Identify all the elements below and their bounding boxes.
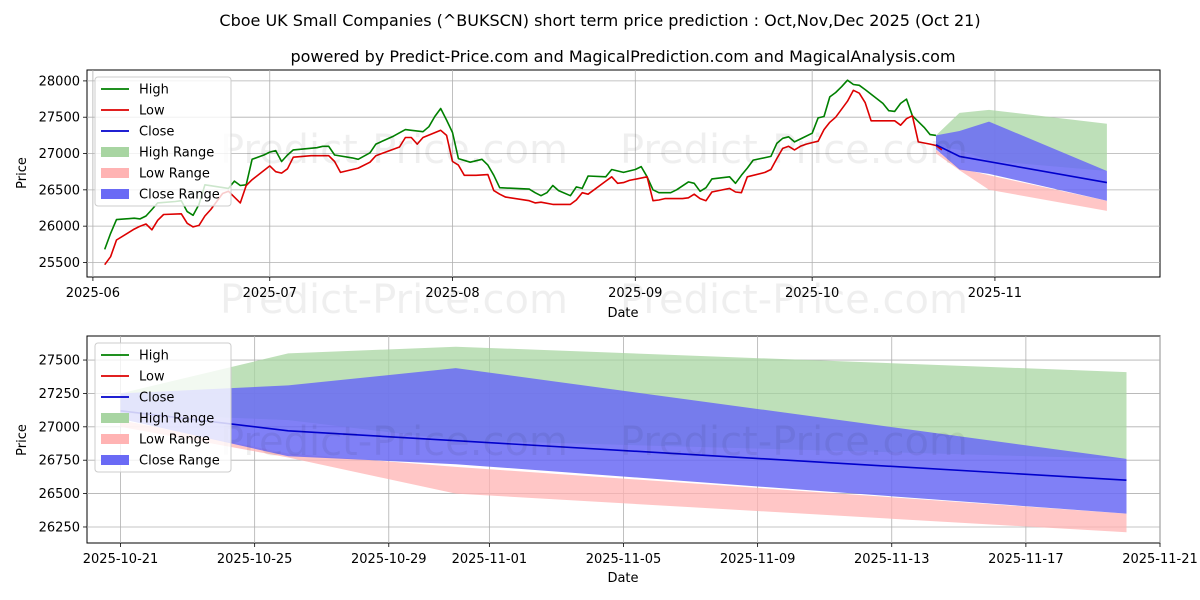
watermark-top-1: Predict-Price.com <box>220 127 568 173</box>
watermark-bottom-2: Predict-Price.com <box>620 419 968 465</box>
low-series-line <box>104 89 943 266</box>
x-tick-label: 2025-10 <box>785 286 839 301</box>
x-tick-label: 2025-09 <box>608 286 662 301</box>
legend-label-high-range: High Range <box>139 146 214 161</box>
x-tick-label: 2025-07 <box>243 286 297 301</box>
legend-swatch-close-range <box>101 189 129 199</box>
y-axis-label-bottom: Price <box>15 424 30 456</box>
y-tick-label: 27500 <box>39 111 80 126</box>
y-tick-label: 26500 <box>39 487 80 502</box>
y-tick-label: 26500 <box>39 183 80 198</box>
legend-swatch-high-range <box>101 147 129 157</box>
legend-label-low: Low <box>139 370 165 385</box>
x-tick-label: 2025-06 <box>66 286 120 301</box>
legend-swatch-low-range <box>101 434 129 444</box>
x-tick-label: 2025-11-17 <box>988 552 1064 567</box>
y-tick-label: 27250 <box>39 387 80 402</box>
low-range-band <box>936 149 1107 211</box>
legend-label-close: Close <box>139 391 174 406</box>
x-tick-label: 2025-08 <box>425 286 479 301</box>
y-tick-label: 28000 <box>39 74 80 89</box>
price-history-panel: 2025-06 2025-07 2025-08 2025-09 2025-10 2025-… <box>15 69 1161 323</box>
x-axis-label-top: Date <box>607 306 638 321</box>
y-tick-label: 27000 <box>39 420 80 435</box>
x-tick-label: 2025-11-05 <box>586 552 662 567</box>
legend-label-close-range: Close Range <box>139 188 220 203</box>
legend-label-low-range: Low Range <box>139 433 210 448</box>
y-tick-label: 27000 <box>39 147 80 162</box>
x-tick-label: 2025-11-01 <box>452 552 528 567</box>
plot-frame-top <box>86 69 1161 278</box>
close-series-line <box>935 144 1108 184</box>
y-tick-label: 26250 <box>39 520 80 535</box>
watermark-top-4: Predict-Price.com <box>620 277 968 323</box>
x-tick-label: 2025-11-13 <box>854 552 930 567</box>
legend-swatch-low-range <box>101 168 129 178</box>
y-tick-label: 26000 <box>39 220 80 235</box>
watermark-top-3: Predict-Price.com <box>220 277 568 323</box>
legend-label-high-range: High Range <box>139 412 214 427</box>
legend-label-high: High <box>139 349 169 364</box>
watermark-bottom-1: Predict-Price.com <box>220 419 568 465</box>
close-range-band <box>936 121 1107 201</box>
legend-bottom: High Low Close High Range Low Range Close Ran… <box>94 342 232 473</box>
legend-label-low: Low <box>139 104 165 119</box>
chart-subtitle: powered by Predict-Price.com and Magical… <box>290 47 955 66</box>
watermark-top-2: Predict-Price.com <box>620 127 968 173</box>
x-tick-label: 2025-11-21 <box>1122 552 1198 567</box>
x-tick-label: 2025-10-25 <box>217 552 293 567</box>
low-range-band <box>120 420 1127 533</box>
legend-label-low-range: Low Range <box>139 167 210 182</box>
x-tick-label: 2025-10-29 <box>351 552 427 567</box>
x-tick-label: 2025-10-21 <box>83 552 159 567</box>
x-axis-label-bottom: Date <box>607 571 638 586</box>
y-tick-label: 27500 <box>39 354 80 369</box>
x-tick-label: 2025-11-09 <box>720 552 796 567</box>
forecast-panel: 2025-10-21 2025-10-25 2025-10-29 2025-11-01… <box>15 335 1198 586</box>
legend-swatch-close-range <box>101 455 129 465</box>
y-tick-label: 26750 <box>39 454 80 469</box>
legend-label-close: Close <box>139 125 174 140</box>
y-tick-label: 25500 <box>39 256 80 271</box>
legend-top: High Low Close High Range Low Range Close Ran… <box>94 76 232 207</box>
legend-swatch-high-range <box>101 413 129 423</box>
legend-label-close-range: Close Range <box>139 454 220 469</box>
x-tick-label: 2025-11 <box>968 286 1022 301</box>
legend-label-high: High <box>139 83 169 98</box>
close-range-band <box>120 368 1127 514</box>
y-axis-label-top: Price <box>15 157 30 189</box>
chart-title: Cboe UK Small Companies (^BUKSCN) short … <box>219 11 980 30</box>
